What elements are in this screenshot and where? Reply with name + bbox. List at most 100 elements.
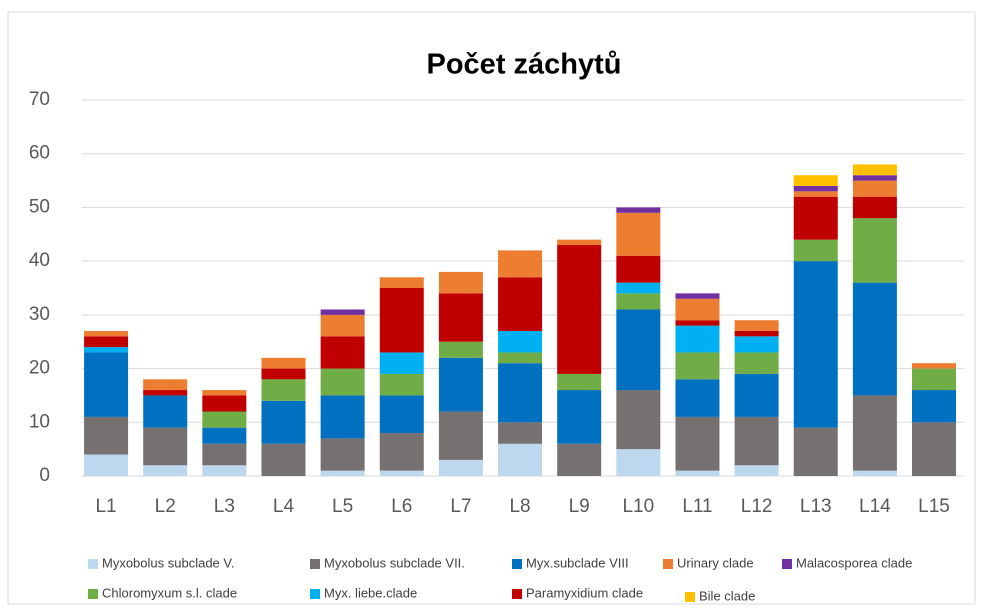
y-tick-label: 0 (39, 465, 50, 486)
legend-swatch (88, 559, 98, 569)
bar-segment (143, 379, 188, 391)
bar-segment (498, 363, 543, 423)
bar-segment (912, 368, 957, 391)
bar-segment (616, 390, 661, 450)
bar-segment (734, 416, 779, 466)
bar-segment (616, 282, 661, 294)
bar-segment (793, 175, 838, 186)
bar-segment (84, 336, 129, 348)
bar-segment (616, 212, 661, 256)
bar-segment (202, 427, 247, 444)
bar-segment (379, 373, 424, 396)
bar-segment (793, 185, 838, 192)
bar-segment (379, 433, 424, 471)
y-tick-label: 40 (29, 250, 50, 271)
bar-segment (320, 470, 365, 476)
legend-swatch (685, 592, 695, 602)
x-tick-label: L8 (509, 496, 530, 517)
bar-segment (557, 443, 602, 476)
bar-segment (84, 416, 129, 455)
bar-segment (793, 239, 838, 262)
bar-segment (675, 379, 720, 417)
x-tick-label: L4 (273, 496, 295, 517)
bar-segment (202, 395, 247, 412)
bar-segment (734, 330, 779, 337)
bar-segment (675, 325, 720, 353)
legend-swatch (512, 559, 522, 569)
bar-segment (143, 465, 188, 476)
legend-label: Myx.subclade VIII (526, 555, 629, 570)
bar-segment (675, 470, 720, 476)
bar-segment (616, 449, 661, 476)
bar-segment (734, 373, 779, 417)
bar-segment (675, 416, 720, 471)
bar-segment (320, 368, 365, 396)
legend-label: Myx. liebe.clade (324, 585, 417, 600)
x-tick-label: L3 (214, 496, 235, 517)
bar-segment (734, 465, 779, 476)
x-tick-label: L5 (332, 496, 353, 517)
bar-segment (261, 368, 306, 380)
bar-segment (616, 255, 661, 283)
bar-segment (852, 282, 897, 396)
x-tick-label: L15 (918, 496, 950, 517)
bar-segment (498, 330, 543, 353)
x-tick-label: L13 (800, 496, 832, 517)
bar-segment (557, 373, 602, 391)
bar-segment (379, 288, 424, 353)
bar-segment (261, 357, 306, 369)
bar-segment (675, 352, 720, 380)
x-tick-label: L11 (682, 496, 712, 517)
bar-segment (498, 422, 543, 444)
legend-swatch (310, 559, 320, 569)
bar-segment (143, 395, 188, 428)
x-tick-label: L10 (622, 496, 654, 517)
bar-segment (793, 427, 838, 476)
x-tick-label: L7 (450, 496, 471, 517)
bar-segment (616, 309, 661, 391)
bar-segment (675, 293, 720, 299)
bar-segment (320, 336, 365, 369)
bar-segment (379, 395, 424, 434)
bar-segment (793, 261, 838, 428)
y-tick-label: 70 (29, 89, 50, 110)
bar-segment (202, 443, 247, 466)
bar-segment (557, 390, 602, 444)
bar-segment (498, 352, 543, 364)
y-tick-label: 20 (29, 358, 50, 379)
bar-segment (202, 390, 247, 396)
bar-segment (852, 470, 897, 476)
bar-segment (438, 411, 483, 460)
bar-segment (498, 443, 543, 476)
bar-segment (438, 459, 483, 476)
bar-segment (438, 293, 483, 342)
y-tick-label: 10 (29, 411, 50, 432)
bar-segment (852, 164, 897, 176)
bar-segment (143, 427, 188, 466)
bar-segment (912, 390, 957, 423)
bar-segment (557, 245, 602, 374)
bar-segment (438, 357, 483, 412)
bar-segment (616, 293, 661, 310)
legend-label: Myxobolus subclade VII. (324, 555, 465, 570)
x-tick-label: L6 (391, 496, 412, 517)
bar-segment (379, 277, 424, 288)
bar-segment (675, 320, 720, 326)
bar-segment (852, 175, 897, 181)
x-tick-label: L1 (95, 496, 116, 517)
bar-segment (734, 320, 779, 331)
bar-segment (734, 352, 779, 374)
bar-segment (616, 207, 661, 213)
legend-swatch (663, 559, 673, 569)
legend-swatch (310, 589, 320, 599)
legend-label: Paramyxidium clade (526, 585, 643, 600)
y-tick-label: 60 (29, 143, 50, 164)
bar-segment (438, 341, 483, 358)
bar-segment (852, 395, 897, 471)
bar-segment (84, 347, 129, 353)
x-tick-label: L2 (155, 496, 176, 517)
bar-segment (852, 180, 897, 197)
bar-segment (84, 352, 129, 417)
bar-segment (84, 454, 129, 476)
